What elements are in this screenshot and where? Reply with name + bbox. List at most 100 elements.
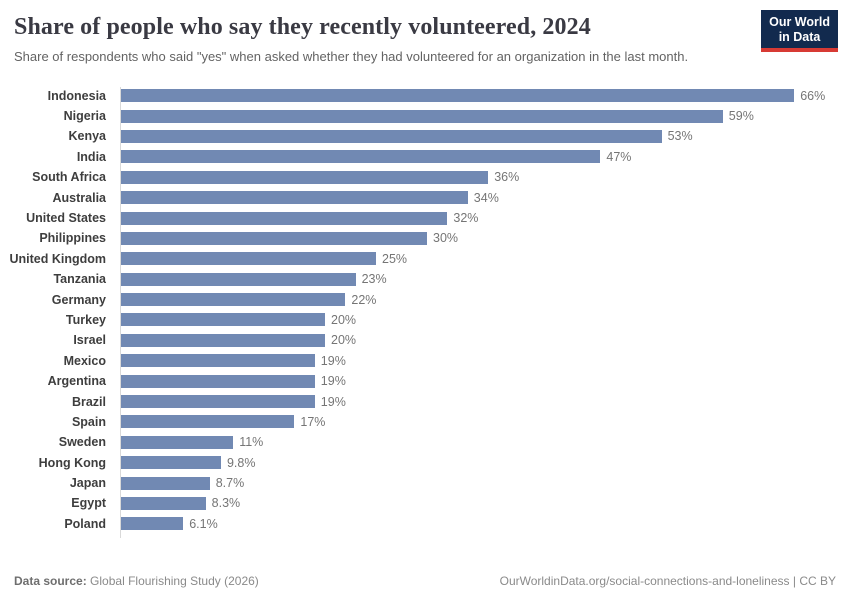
value-label: 19% (320, 353, 346, 368)
country-label: Brazil (71, 394, 106, 409)
chart-row: South Africa 36% (0, 167, 850, 187)
bar[interactable] (121, 191, 468, 205)
bar[interactable] (121, 150, 601, 164)
page-subtitle: Share of respondents who said "yes" when… (14, 48, 689, 64)
chart-row: Sweden 11% (0, 432, 850, 452)
chart-row: Philippines 30% (0, 228, 850, 248)
bar-cell: 19% (121, 395, 850, 409)
value-label: 19% (320, 374, 346, 389)
chart-header: Share of people who say they recently vo… (0, 0, 850, 65)
bar-cell: 53% (121, 129, 850, 143)
data-source-label: Data source: (14, 574, 87, 588)
bar[interactable] (121, 476, 210, 490)
value-label: 47% (606, 149, 632, 164)
country-label: Japan (69, 476, 106, 491)
bar-cell: 9.8% (121, 456, 850, 470)
chart-row: Israel 20% (0, 330, 850, 350)
chart-row: Australia 34% (0, 187, 850, 207)
chart-row: Japan 8.7% (0, 473, 850, 493)
bar-chart: Indonesia 66% Nigeria 59% Kenya 53% India 47% So… (0, 85, 850, 539)
bar[interactable] (121, 456, 221, 470)
owid-logo-line-1: Our World (769, 15, 830, 29)
bar[interactable] (121, 415, 295, 429)
bar-cell: 59% (121, 109, 850, 123)
page-title: Share of people who say they recently vo… (14, 14, 591, 40)
bar-cell: 36% (121, 170, 850, 184)
bar[interactable] (121, 109, 723, 123)
bar[interactable] (121, 313, 325, 327)
chart-row: Egypt 8.3% (0, 493, 850, 513)
value-label: 25% (382, 251, 408, 266)
country-label: Sweden (58, 435, 106, 450)
bar[interactable] (121, 496, 206, 510)
bar[interactable] (121, 272, 356, 286)
country-label: Tanzania (53, 272, 106, 287)
value-label: 59% (728, 109, 754, 124)
bar[interactable] (121, 374, 315, 388)
bar-cell: 66% (121, 89, 850, 103)
country-label: Australia (52, 190, 107, 205)
country-label: South Africa (32, 170, 106, 185)
country-label: Kenya (68, 129, 106, 144)
bar[interactable] (121, 170, 489, 184)
value-label: 8.7% (215, 476, 245, 491)
bar[interactable] (121, 517, 184, 531)
credit-link[interactable]: OurWorldinData.org/social-connections-an… (499, 574, 836, 588)
owid-logo[interactable]: Our World in Data (761, 10, 838, 52)
value-label: 6.1% (189, 516, 218, 531)
chart-row: India 47% (0, 147, 850, 167)
bar[interactable] (121, 333, 325, 347)
chart-row: United States 32% (0, 208, 850, 228)
bar[interactable] (121, 231, 427, 245)
bar-cell: 8.7% (121, 476, 850, 490)
country-label: Philippines (39, 231, 106, 246)
data-source: Data source: Global Flourishing Study (2… (14, 574, 259, 588)
bar-cell: 23% (121, 272, 850, 286)
chart-row: Turkey 20% (0, 310, 850, 330)
bar[interactable] (121, 435, 234, 449)
bar-cell: 19% (121, 374, 850, 388)
chart-row: Nigeria 59% (0, 106, 850, 126)
country-label: Hong Kong (38, 455, 106, 470)
chart-row: Brazil 19% (0, 391, 850, 411)
bar[interactable] (121, 293, 346, 307)
chart-row: Argentina 19% (0, 371, 850, 391)
chart-row: Indonesia 66% (0, 85, 850, 105)
country-label: Argentina (47, 374, 106, 389)
bar-cell: 32% (121, 211, 850, 225)
value-label: 23% (361, 272, 387, 287)
bar[interactable] (121, 129, 662, 143)
country-label: Spain (71, 414, 106, 429)
value-label: 20% (331, 333, 357, 348)
country-label: Indonesia (47, 88, 106, 103)
bar-cell: 20% (121, 333, 850, 347)
bar-cell: 47% (121, 150, 850, 164)
country-label: United Kingdom (9, 251, 106, 266)
bar[interactable] (121, 354, 315, 368)
bar-cell: 22% (121, 293, 850, 307)
bar[interactable] (121, 211, 448, 225)
country-label: Israel (73, 333, 106, 348)
chart-row: Tanzania 23% (0, 269, 850, 289)
country-label: Poland (64, 516, 106, 531)
bar-cell: 25% (121, 252, 850, 266)
chart-row: Poland 6.1% (0, 514, 850, 534)
value-label: 19% (320, 394, 346, 409)
chart-row: Hong Kong 9.8% (0, 453, 850, 473)
country-label: India (76, 149, 106, 164)
bar-cell: 20% (121, 313, 850, 327)
chart-row: United Kingdom 25% (0, 249, 850, 269)
value-label: 11% (239, 435, 264, 450)
country-label: United States (26, 211, 106, 226)
footer: Data source: Global Flourishing Study (2… (14, 574, 836, 588)
chart-row: Kenya 53% (0, 126, 850, 146)
value-label: 53% (667, 129, 693, 144)
bar[interactable] (121, 252, 376, 266)
bar[interactable] (121, 395, 315, 409)
owid-logo-line-2: in Data (778, 30, 821, 44)
bar[interactable] (121, 89, 795, 103)
country-label: Germany (51, 292, 106, 307)
chart-row: Spain 17% (0, 412, 850, 432)
chart-row: Mexico 19% (0, 351, 850, 371)
country-label: Egypt (71, 496, 106, 511)
